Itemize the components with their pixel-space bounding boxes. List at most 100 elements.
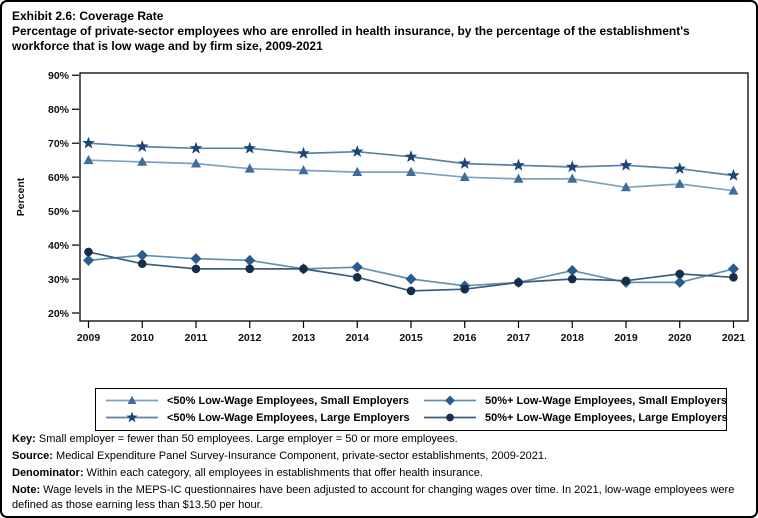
diamond-marker: [83, 254, 94, 266]
legend-label: <50% Low-Wage Employees, Small Employers: [167, 394, 409, 407]
axes-layer: 90% 80% 70% 60% 50% 40% 30% 20% 2009 2010 2011 2012…: [48, 70, 745, 344]
star-marker: [297, 146, 310, 159]
triangle-marker: [298, 165, 309, 175]
triangle-marker: [83, 154, 94, 165]
star-marker: [619, 158, 633, 171]
y-tick-label: 50%: [48, 206, 70, 218]
x-tick-label: 2011: [185, 332, 208, 344]
legend-item: <50% Low-Wage Employees, Large Employers: [104, 409, 422, 426]
star-marker: [512, 158, 525, 171]
triangle-marker: [513, 173, 524, 183]
x-tick-label: 2017: [507, 332, 531, 344]
chart-header: Exhibit 2.6: Coverage Rate Percentage of…: [12, 9, 734, 54]
triangle-marker: [406, 166, 416, 176]
x-tick-label: 2009: [77, 332, 101, 344]
circle-marker: [514, 278, 523, 287]
triangle-marker: [621, 182, 631, 192]
circle-marker: [446, 413, 454, 422]
plot-area-border: [79, 72, 749, 322]
y-tick-label: 70%: [48, 138, 70, 150]
line-chart: Percent 90% 80% 70% 60% 50% 40% 30% 20% 2009 2010…: [15, 70, 749, 344]
diamond-marker: [244, 254, 256, 266]
legend-item: 50%+ Low-Wage Employees, Small Employers: [422, 392, 728, 409]
star-marker: [350, 145, 364, 158]
x-tick-label: 2020: [668, 332, 692, 344]
triangle-marker: [728, 185, 739, 195]
methodology-note: Note: Wage levels in the MEPS-IC questio…: [12, 484, 735, 511]
triangle-marker: [459, 171, 470, 182]
triangle-marker: [137, 156, 148, 166]
star-marker: [458, 156, 472, 169]
circle-marker: [245, 264, 255, 274]
triangle-marker: [127, 395, 137, 405]
star-marker: [727, 168, 740, 181]
circle-marker: [675, 269, 685, 279]
circle-marker: [729, 273, 738, 282]
diamond-marker: [674, 276, 686, 288]
denominator-label: Denominator:: [12, 467, 84, 480]
diamond-marker: [136, 249, 148, 261]
star-marker: [135, 140, 149, 152]
legend-item: 50%+ Low-Wage Employees, Large Employers: [422, 409, 728, 426]
diamond-marker: [405, 273, 417, 285]
x-tick-label: 2012: [238, 332, 262, 344]
legend-label: 50%+ Low-Wage Employees, Small Employers: [485, 394, 727, 407]
legend-label: <50% Low-Wage Employees, Large Employers: [167, 411, 410, 424]
x-tick-label: 2021: [722, 332, 746, 344]
legend-label: 50%+ Low-Wage Employees, Large Employers: [485, 411, 728, 424]
star-marker: [565, 160, 579, 173]
y-tick-label: 20%: [48, 308, 70, 320]
chart-title: Exhibit 2.6: Coverage Rate: [12, 9, 164, 23]
series-layer: [82, 136, 740, 296]
diamond-marker-icon: [424, 395, 476, 406]
y-tick-label: 30%: [48, 274, 70, 286]
diamond-marker: [190, 253, 202, 265]
x-tick-label: 2013: [292, 332, 316, 344]
denominator-note: Denominator: Within each category, all e…: [12, 467, 483, 480]
triangle-marker-icon: [106, 395, 158, 405]
circle-marker: [299, 264, 308, 274]
circle-marker: [137, 259, 147, 269]
chart-footnotes: Key: Small employer = fewer than 50 empl…: [12, 432, 750, 515]
circle-marker: [406, 286, 416, 296]
triangle-marker: [244, 163, 255, 173]
circle-marker: [191, 264, 201, 274]
y-tick-label: 80%: [48, 104, 70, 116]
circle-marker: [460, 284, 470, 294]
diamond-marker: [728, 263, 739, 275]
triangle-marker: [567, 173, 578, 183]
y-tick-label: 90%: [48, 70, 70, 82]
star-marker: [189, 141, 203, 154]
star-marker-icon: [106, 411, 158, 423]
triangle-marker: [352, 166, 363, 176]
y-tick-label: 60%: [48, 172, 70, 184]
legend-item: <50% Low-Wage Employees, Small Employers: [104, 392, 422, 409]
star-marker: [126, 411, 138, 423]
y-axis-title: Percent: [15, 177, 27, 216]
circle-marker-icon: [424, 413, 476, 422]
circle-marker: [84, 247, 93, 257]
diamond-marker: [566, 265, 578, 277]
star-marker: [404, 150, 418, 163]
triangle-marker: [674, 178, 685, 188]
note-label: Note:: [12, 484, 41, 497]
source-note: Source: Medical Expenditure Panel Survey…: [12, 450, 548, 463]
chart-legend: <50% Low-Wage Employees, Small Employers…: [95, 388, 728, 431]
circle-marker: [621, 276, 631, 286]
x-tick-label: 2019: [614, 332, 638, 344]
circle-marker: [352, 273, 362, 282]
star-marker: [243, 141, 257, 154]
source-label: Source:: [12, 450, 53, 463]
x-tick-label: 2016: [453, 332, 477, 344]
diamond-marker: [445, 395, 455, 406]
chart-subtitle: Percentage of private-sector employees w…: [12, 24, 690, 53]
y-tick-label: 40%: [48, 240, 70, 252]
star-marker: [673, 162, 687, 175]
key-note: Key: Small employer = fewer than 50 empl…: [12, 433, 458, 445]
diamond-marker: [351, 261, 363, 273]
circle-marker: [567, 274, 577, 284]
x-tick-label: 2010: [131, 332, 155, 344]
x-tick-label: 2018: [561, 332, 585, 344]
x-tick-label: 2014: [346, 332, 370, 344]
star-marker: [82, 136, 95, 149]
